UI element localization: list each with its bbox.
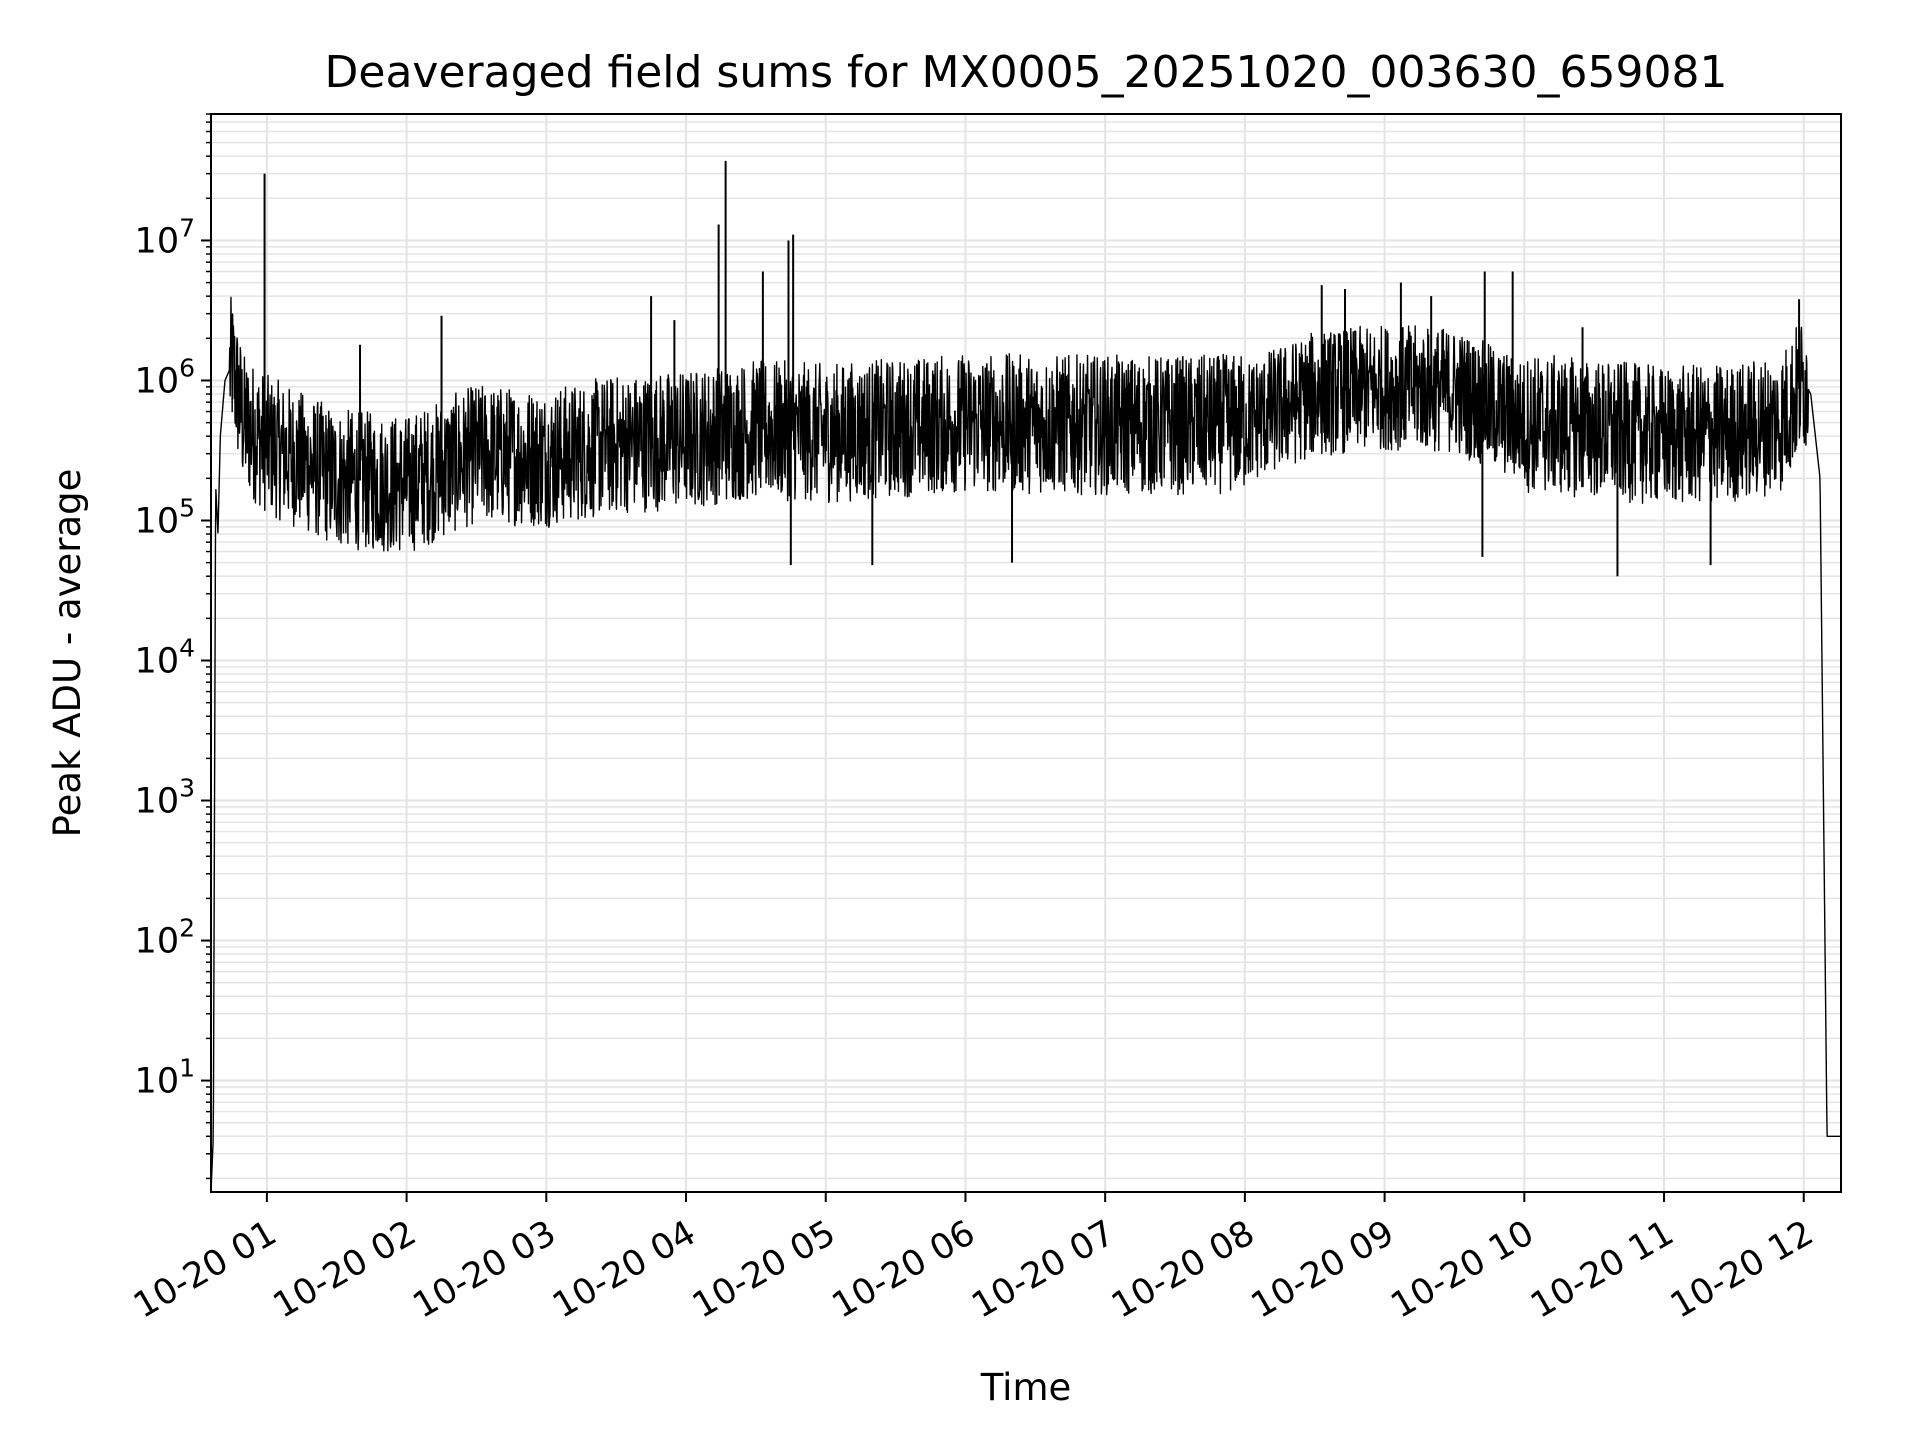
y-tick-label: 101 <box>135 1054 195 1102</box>
chart-title: Deaveraged field sums for MX0005_2025102… <box>325 47 1728 98</box>
y-tick-label: 107 <box>135 213 195 261</box>
y-axis-label: Peak ADU - average <box>46 469 89 838</box>
plot-frame <box>210 113 1842 1193</box>
y-tick-label: 103 <box>135 774 195 822</box>
y-tick-label: 102 <box>135 914 195 962</box>
series-line <box>210 296 1842 1193</box>
y-axis: 101 102 103 104 105 106 107 <box>135 213 211 1102</box>
grid <box>206 113 1841 1192</box>
y-tick-label: 106 <box>135 353 195 401</box>
y-tick-label: 104 <box>135 634 195 682</box>
y-tick-label: 105 <box>135 493 195 541</box>
series-layer <box>210 160 1842 1193</box>
x-axis-label: Time <box>980 1366 1072 1409</box>
